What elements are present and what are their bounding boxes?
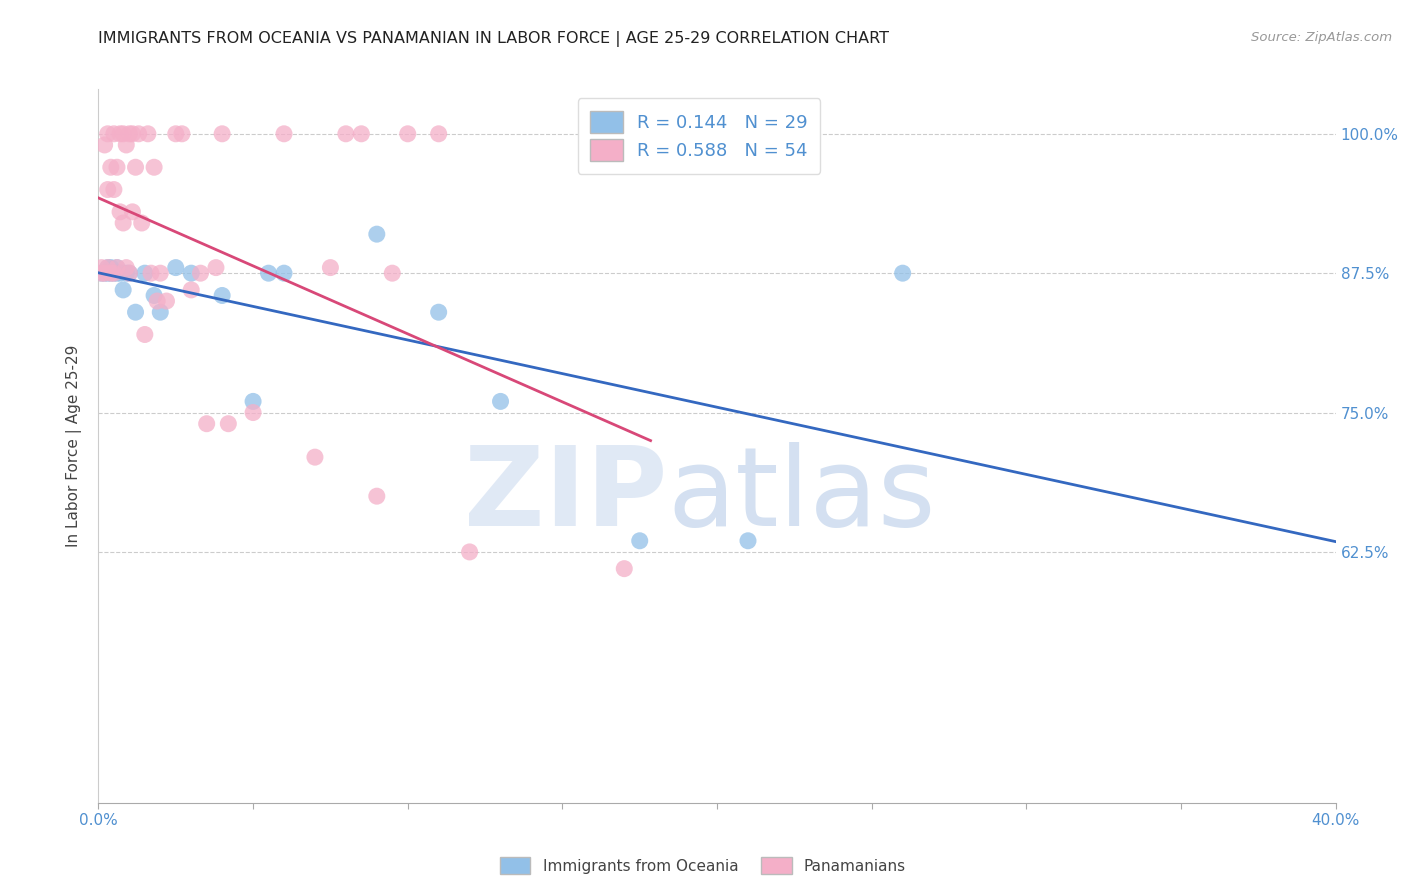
Point [118, 266, 141, 280]
Point [458, 545, 481, 559]
Point [304, 450, 326, 465]
Point [149, 305, 172, 319]
Point [105, 260, 128, 275]
Point [143, 161, 166, 175]
Point [118, 127, 141, 141]
Point [112, 283, 135, 297]
Point [93, 138, 115, 153]
Point [134, 266, 156, 280]
Point [427, 305, 450, 319]
Point [628, 533, 651, 548]
Point [366, 227, 388, 241]
Point [170, 127, 193, 141]
Point [257, 266, 280, 280]
Legend: R = 0.144   N = 29, R = 0.588   N = 54: R = 0.144 N = 29, R = 0.588 N = 54 [578, 98, 821, 174]
Text: ZIP: ZIP [464, 442, 668, 549]
Point [97, 260, 120, 275]
Point [105, 260, 128, 275]
Text: atlas: atlas [668, 442, 936, 549]
Point [128, 127, 150, 141]
Point [427, 127, 450, 141]
Point [124, 305, 146, 319]
Point [737, 533, 759, 548]
Point [97, 182, 120, 196]
Point [112, 127, 135, 141]
Point [103, 266, 125, 280]
Point [112, 216, 135, 230]
Point [891, 266, 914, 280]
Point [103, 182, 125, 196]
Point [115, 260, 138, 275]
Point [190, 266, 212, 280]
Point [396, 127, 419, 141]
Point [105, 266, 128, 280]
Point [273, 127, 295, 141]
Point [97, 260, 120, 275]
Point [108, 266, 131, 280]
Point [103, 266, 125, 280]
Point [366, 489, 388, 503]
Point [211, 288, 233, 302]
Point [100, 161, 122, 175]
Point [134, 327, 156, 342]
Point [108, 204, 131, 219]
Point [118, 266, 141, 280]
Legend: Immigrants from Oceania, Panamanians: Immigrants from Oceania, Panamanians [494, 851, 912, 880]
Point [100, 266, 122, 280]
Point [136, 127, 159, 141]
Point [100, 266, 122, 280]
Point [613, 562, 636, 576]
Point [121, 204, 143, 219]
Point [381, 266, 404, 280]
Point [93, 266, 115, 280]
Point [242, 405, 264, 420]
Point [155, 293, 177, 308]
Point [100, 260, 122, 275]
Point [335, 127, 357, 141]
Point [319, 260, 342, 275]
Point [115, 266, 138, 280]
Text: IMMIGRANTS FROM OCEANIA VS PANAMANIAN IN LABOR FORCE | AGE 25-29 CORRELATION CHA: IMMIGRANTS FROM OCEANIA VS PANAMANIAN IN… [98, 31, 890, 47]
Point [108, 127, 131, 141]
Point [139, 266, 162, 280]
Point [217, 417, 239, 431]
Point [146, 293, 169, 308]
Point [90, 266, 112, 280]
Point [97, 266, 120, 280]
Point [131, 216, 153, 230]
Point [489, 394, 512, 409]
Point [124, 161, 146, 175]
Point [180, 266, 202, 280]
Y-axis label: In Labor Force | Age 25-29: In Labor Force | Age 25-29 [66, 345, 83, 547]
Point [105, 161, 128, 175]
Text: Source: ZipAtlas.com: Source: ZipAtlas.com [1251, 31, 1392, 45]
Point [350, 127, 373, 141]
Point [180, 283, 202, 297]
Point [97, 127, 120, 141]
Point [90, 260, 112, 275]
Point [103, 127, 125, 141]
Point [205, 260, 228, 275]
Point [149, 266, 172, 280]
Point [121, 127, 143, 141]
Point [211, 127, 233, 141]
Point [242, 394, 264, 409]
Point [90, 266, 112, 280]
Point [195, 417, 218, 431]
Point [165, 127, 187, 141]
Point [93, 266, 115, 280]
Point [273, 266, 295, 280]
Point [143, 288, 166, 302]
Point [165, 260, 187, 275]
Point [115, 138, 138, 153]
